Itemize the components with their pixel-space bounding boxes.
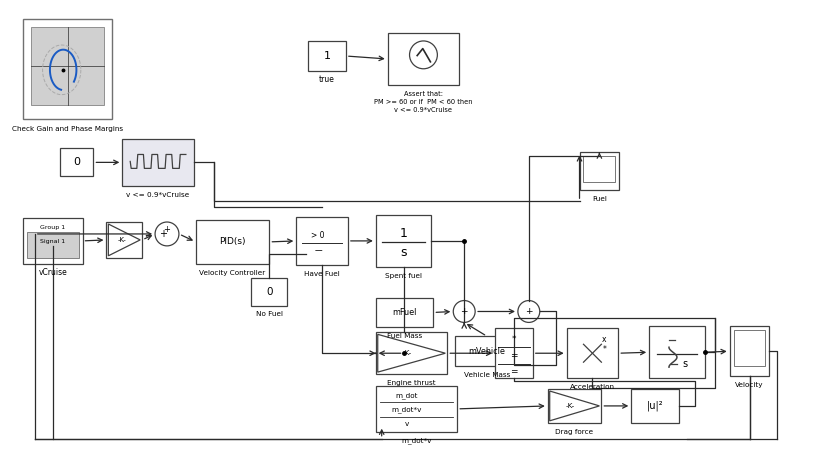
Text: Fuel: Fuel	[592, 196, 606, 202]
FancyBboxPatch shape	[308, 41, 346, 71]
Text: Velocity: Velocity	[736, 382, 764, 388]
Text: -K-: -K-	[118, 237, 127, 243]
Text: Check Gain and Phase Margins: Check Gain and Phase Margins	[12, 126, 123, 131]
Polygon shape	[550, 391, 600, 421]
Text: Have Fuel: Have Fuel	[304, 271, 340, 277]
FancyBboxPatch shape	[631, 389, 679, 423]
Text: m_dot: m_dot	[396, 392, 418, 399]
FancyBboxPatch shape	[495, 328, 533, 378]
Text: Spent fuel: Spent fuel	[385, 273, 422, 279]
FancyBboxPatch shape	[376, 297, 433, 328]
Circle shape	[453, 301, 475, 322]
FancyBboxPatch shape	[376, 386, 457, 432]
Text: true: true	[319, 75, 335, 84]
Text: v: v	[405, 421, 409, 427]
Text: -K-: -K-	[403, 350, 412, 356]
FancyBboxPatch shape	[107, 222, 142, 258]
Text: s: s	[682, 359, 687, 369]
FancyBboxPatch shape	[456, 336, 519, 366]
FancyBboxPatch shape	[22, 19, 112, 119]
Circle shape	[155, 222, 179, 246]
FancyBboxPatch shape	[580, 153, 619, 190]
Text: v <= 0.9*vCruise: v <= 0.9*vCruise	[395, 107, 452, 112]
Text: Drag force: Drag force	[556, 429, 594, 435]
FancyBboxPatch shape	[22, 218, 82, 264]
Text: No Fuel: No Fuel	[256, 311, 283, 317]
Text: > 0: > 0	[312, 231, 325, 240]
Text: Velocity Controller: Velocity Controller	[199, 270, 266, 276]
Text: +: +	[461, 307, 468, 316]
Polygon shape	[377, 334, 446, 372]
Text: Group 1: Group 1	[40, 225, 65, 230]
Circle shape	[410, 41, 437, 69]
Text: s: s	[401, 246, 407, 259]
FancyBboxPatch shape	[376, 333, 447, 374]
FancyBboxPatch shape	[734, 330, 766, 366]
Text: Vehicle Mass: Vehicle Mass	[464, 372, 511, 378]
FancyBboxPatch shape	[387, 33, 459, 85]
FancyBboxPatch shape	[252, 278, 287, 306]
Text: -K-: -K-	[566, 403, 576, 409]
Text: —: —	[314, 246, 322, 255]
Text: Signal 1: Signal 1	[40, 239, 65, 244]
Text: mFuel: mFuel	[392, 308, 416, 317]
Circle shape	[518, 301, 540, 322]
FancyBboxPatch shape	[31, 27, 104, 105]
Text: 1: 1	[400, 227, 407, 240]
Text: 0: 0	[266, 287, 272, 297]
FancyBboxPatch shape	[27, 232, 78, 258]
Polygon shape	[108, 224, 140, 256]
FancyBboxPatch shape	[730, 326, 770, 376]
Text: |u|²: |u|²	[646, 400, 663, 411]
Text: =: =	[510, 368, 517, 377]
Text: vCruise: vCruise	[38, 268, 67, 277]
FancyBboxPatch shape	[122, 139, 194, 186]
FancyBboxPatch shape	[583, 157, 616, 182]
Text: Assert that:: Assert that:	[404, 91, 443, 97]
Text: +: +	[163, 225, 171, 234]
Text: PM >= 60 or if  PM < 60 then: PM >= 60 or if PM < 60 then	[374, 99, 472, 105]
FancyBboxPatch shape	[297, 217, 348, 265]
FancyBboxPatch shape	[649, 326, 705, 378]
Text: 1: 1	[323, 51, 331, 61]
FancyBboxPatch shape	[60, 148, 93, 176]
FancyBboxPatch shape	[376, 215, 431, 267]
Text: *: *	[511, 335, 516, 344]
Text: Engine thrust: Engine thrust	[387, 380, 436, 386]
Text: Fuel Mass: Fuel Mass	[387, 333, 422, 339]
Text: =: =	[510, 351, 517, 360]
FancyBboxPatch shape	[566, 328, 618, 378]
Text: +: +	[525, 307, 532, 316]
Text: 0: 0	[73, 158, 80, 167]
Text: +: +	[159, 229, 167, 239]
FancyBboxPatch shape	[548, 389, 601, 423]
Text: PID(s): PID(s)	[219, 238, 246, 247]
Text: mVehicle: mVehicle	[469, 347, 506, 356]
Text: Acceleration: Acceleration	[570, 384, 615, 390]
Text: x
*: x *	[602, 335, 606, 354]
Text: m_dot*v: m_dot*v	[392, 406, 421, 413]
Text: m_dot*v: m_dot*v	[402, 437, 431, 444]
FancyBboxPatch shape	[196, 220, 269, 264]
Text: v <= 0.9*vCruise: v <= 0.9*vCruise	[127, 192, 190, 198]
